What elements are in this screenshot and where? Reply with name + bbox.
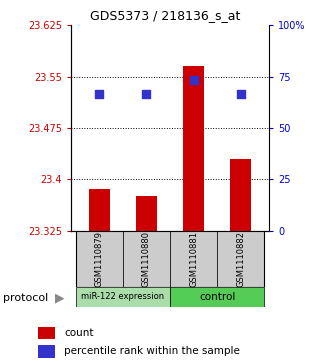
Bar <box>170 287 264 307</box>
Text: count: count <box>64 328 94 338</box>
Text: miR-122 expression: miR-122 expression <box>81 292 164 301</box>
Text: GSM1110880: GSM1110880 <box>142 231 151 287</box>
Bar <box>217 231 264 287</box>
Text: GSM1110881: GSM1110881 <box>189 231 198 287</box>
Text: control: control <box>199 292 235 302</box>
Point <box>238 91 243 97</box>
Bar <box>170 231 217 287</box>
Bar <box>89 189 110 231</box>
Bar <box>38 327 55 339</box>
Bar <box>76 231 123 287</box>
Bar <box>76 287 170 307</box>
Text: percentile rank within the sample: percentile rank within the sample <box>64 346 240 356</box>
Point <box>97 91 102 97</box>
Bar <box>136 196 157 231</box>
Text: protocol: protocol <box>3 293 49 303</box>
Point <box>191 77 196 83</box>
Bar <box>230 159 251 231</box>
Point <box>144 91 149 97</box>
Bar <box>38 345 55 358</box>
Bar <box>123 231 170 287</box>
Text: ▶: ▶ <box>55 292 64 305</box>
Text: GSM1110879: GSM1110879 <box>95 231 104 287</box>
Text: GDS5373 / 218136_s_at: GDS5373 / 218136_s_at <box>90 9 240 22</box>
Text: GSM1110882: GSM1110882 <box>236 231 245 287</box>
Bar <box>183 66 204 231</box>
